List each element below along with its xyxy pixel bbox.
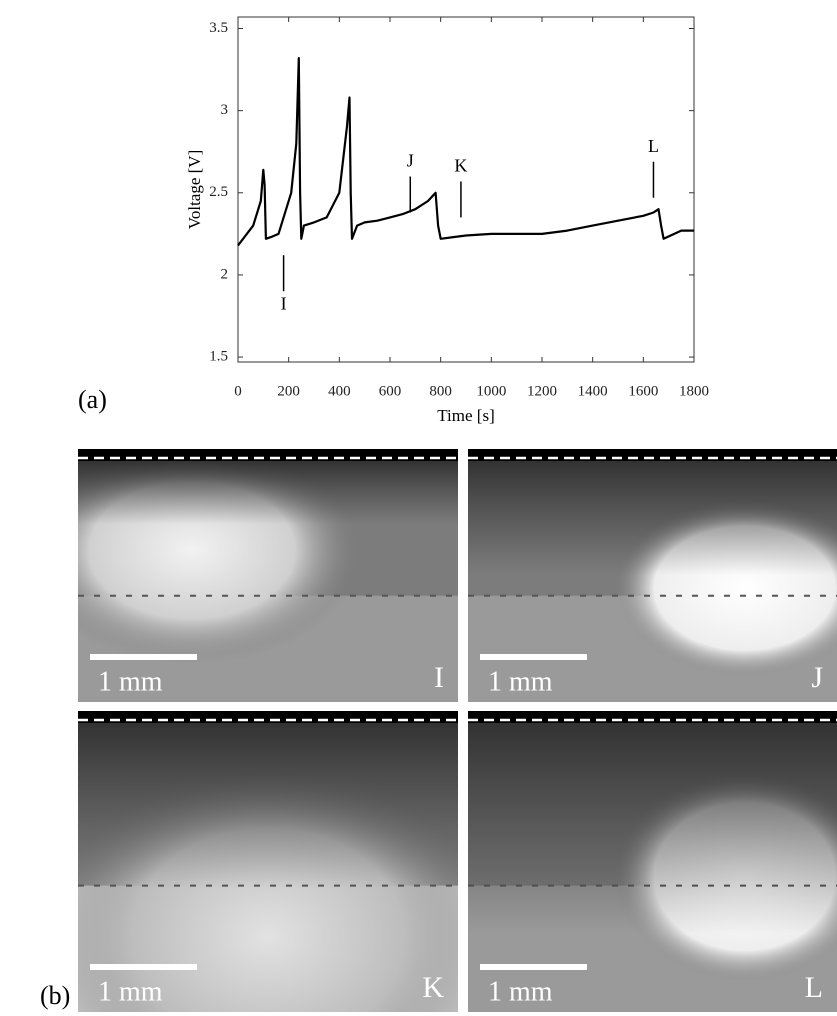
y-tick-label: 3.5: [209, 20, 228, 36]
panel-label: (a): [78, 385, 107, 414]
scale-bar-label: 1 mm: [98, 666, 163, 697]
y-tick-label: 2: [221, 266, 229, 282]
annotation-label: J: [407, 151, 414, 171]
scale-bar-label: 1 mm: [488, 666, 553, 697]
data-line: [237, 57, 694, 247]
scale-bar: [90, 964, 197, 970]
panel-id: L: [805, 971, 823, 1004]
x-tick-label: 1400: [578, 383, 608, 399]
micrograph: 1 mm I: [78, 449, 458, 702]
panel-id: I: [434, 661, 444, 694]
annotation-label: L: [648, 136, 659, 156]
y-tick-label: 3: [221, 102, 229, 118]
dendrites: [468, 461, 837, 575]
x-tick-label: 1000: [476, 383, 506, 399]
micrograph: 1 mm J: [468, 449, 837, 702]
panel-id: K: [422, 971, 444, 1004]
dendrites: [468, 723, 837, 934]
x-tick-label: 400: [328, 383, 351, 399]
scale-bar: [480, 964, 587, 970]
x-tick-label: 800: [429, 383, 452, 399]
micrograph: 1 mm K: [78, 711, 458, 1012]
scale-bar-label: 1 mm: [98, 976, 163, 1007]
panel-id: J: [811, 661, 823, 694]
scale-bar: [480, 654, 587, 660]
x-tick-label: 200: [277, 383, 300, 399]
x-axis-label: Time [s]: [437, 406, 494, 425]
x-tick-label: 0: [234, 383, 242, 399]
micrograph: 1 mm L: [468, 711, 837, 1012]
annotation-label: I: [281, 293, 287, 313]
y-tick-label: 1.5: [209, 349, 228, 365]
y-axis-label: Voltage [V]: [185, 150, 204, 229]
x-tick-label: 1200: [527, 383, 557, 399]
x-tick-label: 600: [379, 383, 402, 399]
annotation-label: K: [454, 156, 467, 176]
top-bar: [78, 449, 458, 461]
dendrites: [78, 461, 458, 525]
scale-bar-label: 1 mm: [488, 976, 553, 1007]
scale-bar: [90, 654, 197, 660]
top-bar: [78, 711, 458, 723]
dendrites: [78, 723, 458, 889]
y-tick-label: 2.5: [209, 184, 228, 200]
panel-label: (b): [40, 981, 70, 1010]
plot-frame: [237, 16, 695, 363]
x-tick-label: 1800: [679, 383, 709, 399]
x-tick-label: 1600: [628, 383, 658, 399]
